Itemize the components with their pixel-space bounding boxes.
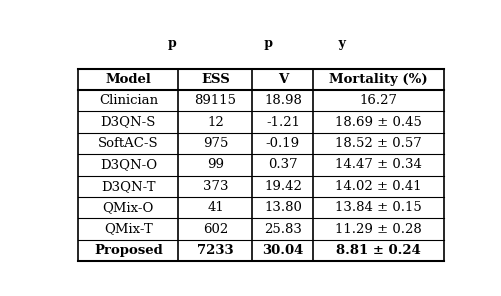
Text: 975: 975 [202, 137, 227, 150]
Text: Model: Model [105, 73, 151, 86]
Text: 14.47 ± 0.34: 14.47 ± 0.34 [335, 158, 421, 171]
Text: -1.21: -1.21 [266, 115, 299, 128]
Text: 14.02 ± 0.41: 14.02 ± 0.41 [335, 180, 421, 193]
Text: Mortality (%): Mortality (%) [329, 73, 427, 86]
Text: 18.69 ± 0.45: 18.69 ± 0.45 [335, 115, 421, 128]
Text: Clinician: Clinician [99, 94, 158, 107]
Text: 41: 41 [207, 201, 223, 214]
Text: 25.83: 25.83 [264, 223, 301, 236]
Text: 8.81 ± 0.24: 8.81 ± 0.24 [336, 244, 420, 257]
Text: 18.98: 18.98 [264, 94, 301, 107]
Text: 13.84 ± 0.15: 13.84 ± 0.15 [335, 201, 421, 214]
Text: 0.37: 0.37 [268, 158, 297, 171]
Text: D3QN-T: D3QN-T [101, 180, 155, 193]
Text: 19.42: 19.42 [264, 180, 301, 193]
Text: 18.52 ± 0.57: 18.52 ± 0.57 [335, 137, 421, 150]
Text: 13.80: 13.80 [264, 201, 301, 214]
Text: 11.29 ± 0.28: 11.29 ± 0.28 [335, 223, 421, 236]
Text: -0.19: -0.19 [266, 137, 300, 150]
Text: SoftAC-S: SoftAC-S [98, 137, 158, 150]
Text: 99: 99 [206, 158, 223, 171]
Text: D3QN-O: D3QN-O [100, 158, 157, 171]
Text: 602: 602 [202, 223, 227, 236]
Text: Proposed: Proposed [94, 244, 162, 257]
Text: ESS: ESS [201, 73, 229, 86]
Text: 12: 12 [207, 115, 223, 128]
Text: QMix-T: QMix-T [104, 223, 152, 236]
Text: p                    p               y: p p y [168, 37, 346, 50]
Text: 89115: 89115 [194, 94, 236, 107]
Text: V: V [277, 73, 288, 86]
Text: 373: 373 [202, 180, 228, 193]
Text: 7233: 7233 [197, 244, 233, 257]
Text: QMix-O: QMix-O [103, 201, 154, 214]
Text: 16.27: 16.27 [359, 94, 397, 107]
Text: D3QN-S: D3QN-S [101, 115, 156, 128]
Text: 30.04: 30.04 [262, 244, 303, 257]
